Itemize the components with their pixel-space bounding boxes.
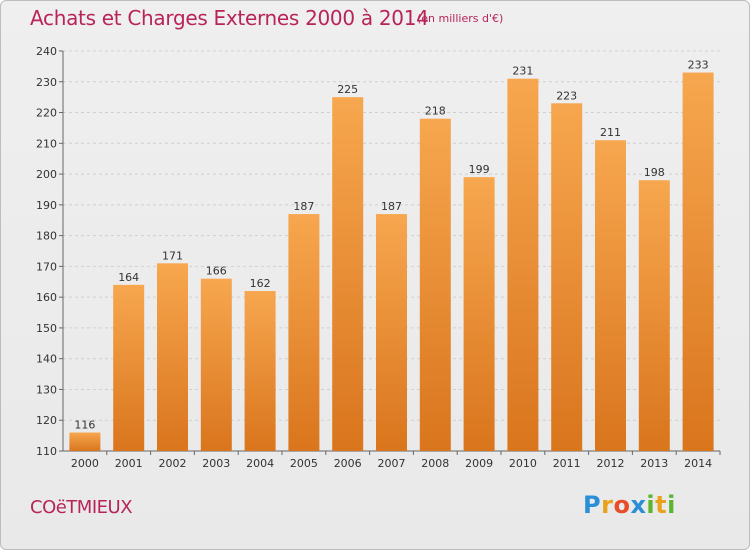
commune-name: COëTMIEUX (30, 497, 133, 518)
chart-title: Achats et Charges Externes 2000 à 2014 (30, 6, 429, 30)
logo-letter: r (601, 491, 614, 519)
logo-letter: i (646, 491, 656, 519)
x-tick-label: 2004 (246, 457, 274, 470)
bar-2003 (200, 278, 232, 451)
data-label: 171 (162, 249, 183, 262)
y-tick-label: 160 (36, 291, 57, 304)
x-tick-label: 2014 (684, 457, 712, 470)
x-tick-label: 2006 (334, 457, 362, 470)
data-label: 225 (337, 83, 358, 96)
logo-letter: x (630, 491, 647, 519)
y-tick-label: 120 (36, 414, 57, 427)
logo-letter: o (613, 491, 631, 519)
bar-2012 (595, 140, 626, 451)
y-tick-label: 130 (36, 383, 57, 396)
x-tick-label: 2003 (202, 457, 230, 470)
data-label: 187 (381, 200, 402, 213)
data-label: 233 (688, 59, 709, 72)
data-label: 162 (250, 277, 271, 290)
x-tick-label: 2002 (159, 457, 187, 470)
proxiti-logo[interactable]: Proxiti (583, 491, 676, 519)
x-tick-label: 2009 (465, 457, 493, 470)
y-tick-label: 240 (36, 45, 57, 58)
bar-2014 (682, 72, 714, 452)
logo-letter: P (583, 491, 602, 519)
x-tick-label: 2013 (640, 457, 668, 470)
data-labels: 116 164 171 166 162 187 225 187 218 199 231 223 211 1… (74, 59, 708, 432)
y-tick-label: 110 (36, 445, 57, 458)
data-label: 164 (118, 271, 139, 284)
x-tick-label: 2011 (553, 457, 581, 470)
bar-2009 (463, 177, 495, 451)
bar-2007 (376, 214, 407, 451)
x-tick-label: 2001 (115, 457, 143, 470)
x-tick-label: 2012 (597, 457, 625, 470)
y-tick-label: 230 (36, 76, 57, 89)
y-tick-label: 140 (36, 353, 57, 366)
data-label: 199 (469, 163, 490, 176)
data-label: 166 (206, 265, 227, 278)
x-tick-label: 2000 (71, 457, 99, 470)
logo-letter: i (667, 491, 676, 519)
data-label: 116 (74, 419, 95, 432)
y-tick-label: 200 (36, 168, 57, 181)
bar-2000 (69, 432, 101, 451)
chart-subtitle: (en milliers d'€) (417, 12, 504, 25)
bar-2005 (288, 214, 320, 451)
bar-2011 (551, 103, 583, 452)
data-label: 231 (512, 65, 533, 78)
data-label: 218 (425, 105, 446, 118)
bar-2004 (244, 291, 276, 451)
y-tick-label: 180 (36, 230, 57, 243)
data-label: 198 (644, 166, 665, 179)
y-tick-label: 210 (36, 137, 57, 150)
x-tick-labels: 2000 2001 2002 2003 2004 2005 2006 2007 2008 2009… (71, 457, 712, 470)
y-tick-label: 220 (36, 107, 57, 120)
data-label: 211 (600, 126, 621, 139)
y-tick-label: 170 (36, 260, 57, 273)
bar-2010 (507, 78, 539, 451)
bar-2001 (113, 284, 145, 451)
y-tick-label: 190 (36, 199, 57, 212)
bar-2006 (332, 97, 364, 452)
y-tick-label: 150 (36, 322, 57, 335)
bar-2013 (638, 180, 670, 451)
x-tick-label: 2007 (378, 457, 406, 470)
x-tick-label: 2008 (421, 457, 449, 470)
x-tick-label: 2005 (290, 457, 318, 470)
data-label: 187 (293, 200, 314, 213)
bar-2002 (157, 263, 188, 451)
data-label: 223 (556, 89, 577, 102)
y-tick-labels: 110 120 130 140 150 160 170 180 190 200 210 220 230 2… (36, 45, 57, 458)
logo-letter: t (655, 491, 668, 519)
bar-2008 (419, 118, 451, 451)
bars (69, 72, 714, 452)
x-tick-label: 2010 (509, 457, 537, 470)
